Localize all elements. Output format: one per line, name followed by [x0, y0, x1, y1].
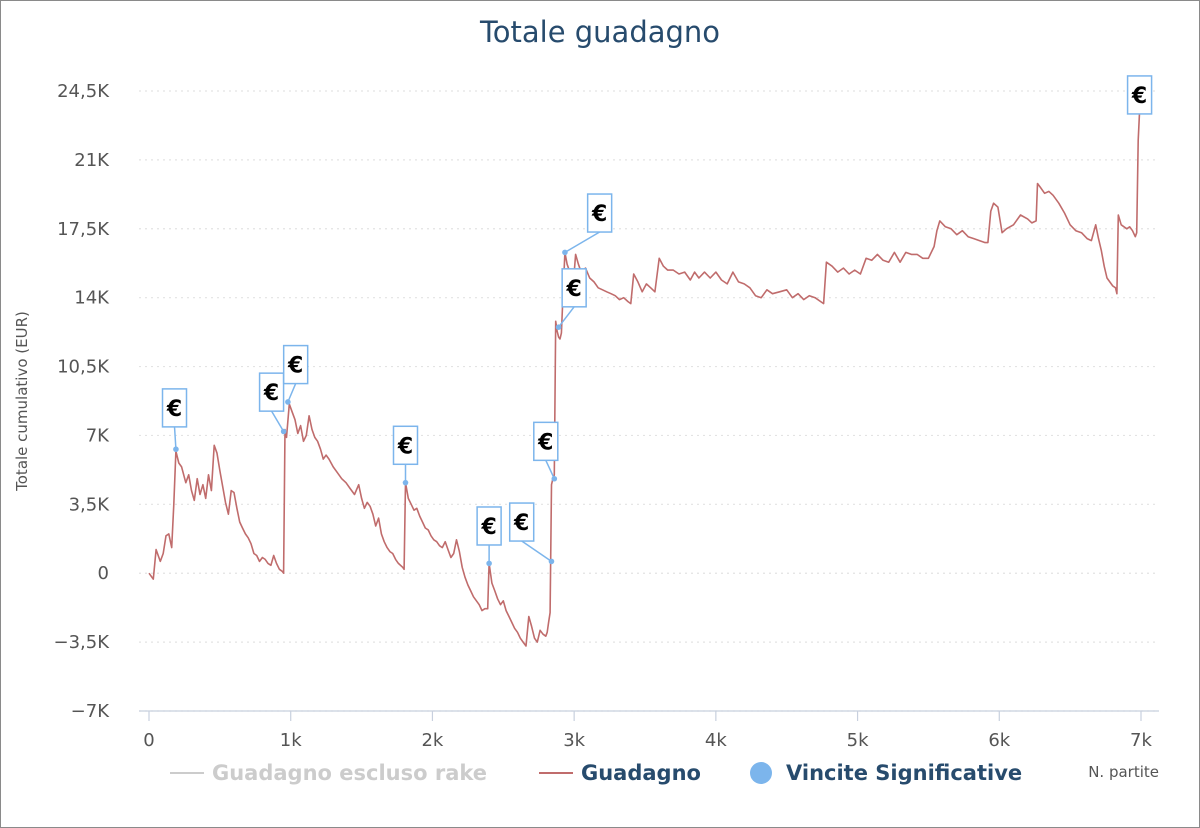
flag-box [282, 344, 309, 385]
y-tick-label: −7K [71, 701, 111, 722]
flag-point [555, 324, 562, 330]
flag-box [392, 425, 419, 466]
x-tick-label: 5k [847, 730, 869, 751]
legend-label: Guadagno escluso rake [212, 761, 488, 785]
legend-line-marker [539, 772, 573, 774]
flag-euro-label: € [287, 354, 303, 379]
legend-dot-marker [750, 762, 772, 784]
flag-marker[interactable]: € [258, 372, 287, 435]
flag-euro-label: € [513, 511, 529, 536]
legend-line-marker [170, 772, 204, 774]
legend: Guadagno escluso rake Guadagno Vincite S… [1, 761, 1199, 793]
flag-marker[interactable]: € [555, 268, 587, 330]
flag-marker[interactable]: € [282, 344, 309, 405]
x-tick-label: 6k [988, 730, 1010, 751]
chart-title: Totale guadagno [479, 15, 721, 49]
flag-point [548, 558, 555, 565]
x-tick-label: 1k [280, 730, 302, 751]
y-tick-label: 24,5K [57, 81, 110, 102]
x-tick-label: 3k [563, 730, 585, 751]
y-tick-label: 10,5K [57, 357, 110, 378]
flag-marker[interactable]: € [533, 421, 559, 482]
flag-point [280, 428, 287, 435]
flag-marker[interactable]: € [508, 502, 555, 565]
legend-label: Guadagno [581, 761, 701, 785]
y-tick-label: 7K [86, 425, 110, 446]
flag-box [533, 421, 559, 462]
flag-box [476, 506, 502, 546]
y-tick-label: −3,5K [53, 632, 110, 653]
flag-connector [564, 231, 601, 254]
flag-connector [545, 460, 555, 480]
flag-euro-label: € [1131, 84, 1147, 109]
flag-euro-label: € [537, 430, 553, 455]
flag-connector [521, 540, 552, 563]
flag-point [173, 446, 179, 453]
flag-marker[interactable]: € [392, 425, 419, 486]
flag-marker[interactable]: € [562, 193, 613, 256]
flag-euro-label: € [166, 397, 182, 422]
flag-euro-label: € [263, 381, 279, 406]
flag-connector [270, 410, 285, 432]
flag-marker[interactable]: € [1126, 75, 1153, 115]
flag-euro-label: € [480, 515, 496, 540]
y-tick-label: 14K [74, 288, 110, 309]
flag-point [285, 399, 291, 405]
flag-box [561, 268, 587, 308]
flag-connector [557, 306, 575, 328]
flag-connector [287, 383, 297, 403]
series-guadagno-line[interactable] [148, 94, 1142, 647]
x-axis-label: N. partite [1088, 763, 1159, 781]
legend-item-guadagno-escluso-rake[interactable]: Guadagno escluso rake [170, 761, 487, 785]
x-tick-label: 2k [421, 730, 443, 751]
flag-point [551, 475, 558, 482]
x-tick-label: 4k [705, 730, 727, 751]
flag-box [161, 388, 188, 428]
flag-euro-label: € [565, 277, 581, 302]
legend-item-guadagno[interactable]: Guadagno [539, 761, 701, 785]
y-tick-label: 0 [98, 563, 109, 584]
flag-point [402, 479, 409, 486]
flag-marker[interactable]: € [161, 388, 188, 453]
flag-box [586, 193, 613, 233]
legend-item-vincite-significative[interactable]: Vincite Significative [750, 761, 1022, 785]
x-tick-label: 0 [143, 730, 154, 751]
flag-point [562, 249, 568, 256]
flag-box [508, 502, 535, 542]
x-tick-label: 7k [1130, 730, 1152, 751]
flag-connector [173, 426, 177, 450]
flag-euro-label: € [591, 202, 607, 227]
flag-euro-label: € [397, 434, 413, 459]
flag-point [486, 560, 492, 567]
y-tick-label: 21K [74, 150, 110, 171]
flag-marker[interactable]: € [476, 506, 502, 567]
y-tick-label: 3,5K [69, 494, 111, 515]
flag-box [1126, 75, 1153, 115]
y-tick-label: 17,5K [57, 219, 110, 240]
legend-label: Vincite Significative [786, 761, 1023, 785]
flag-box [258, 372, 285, 412]
